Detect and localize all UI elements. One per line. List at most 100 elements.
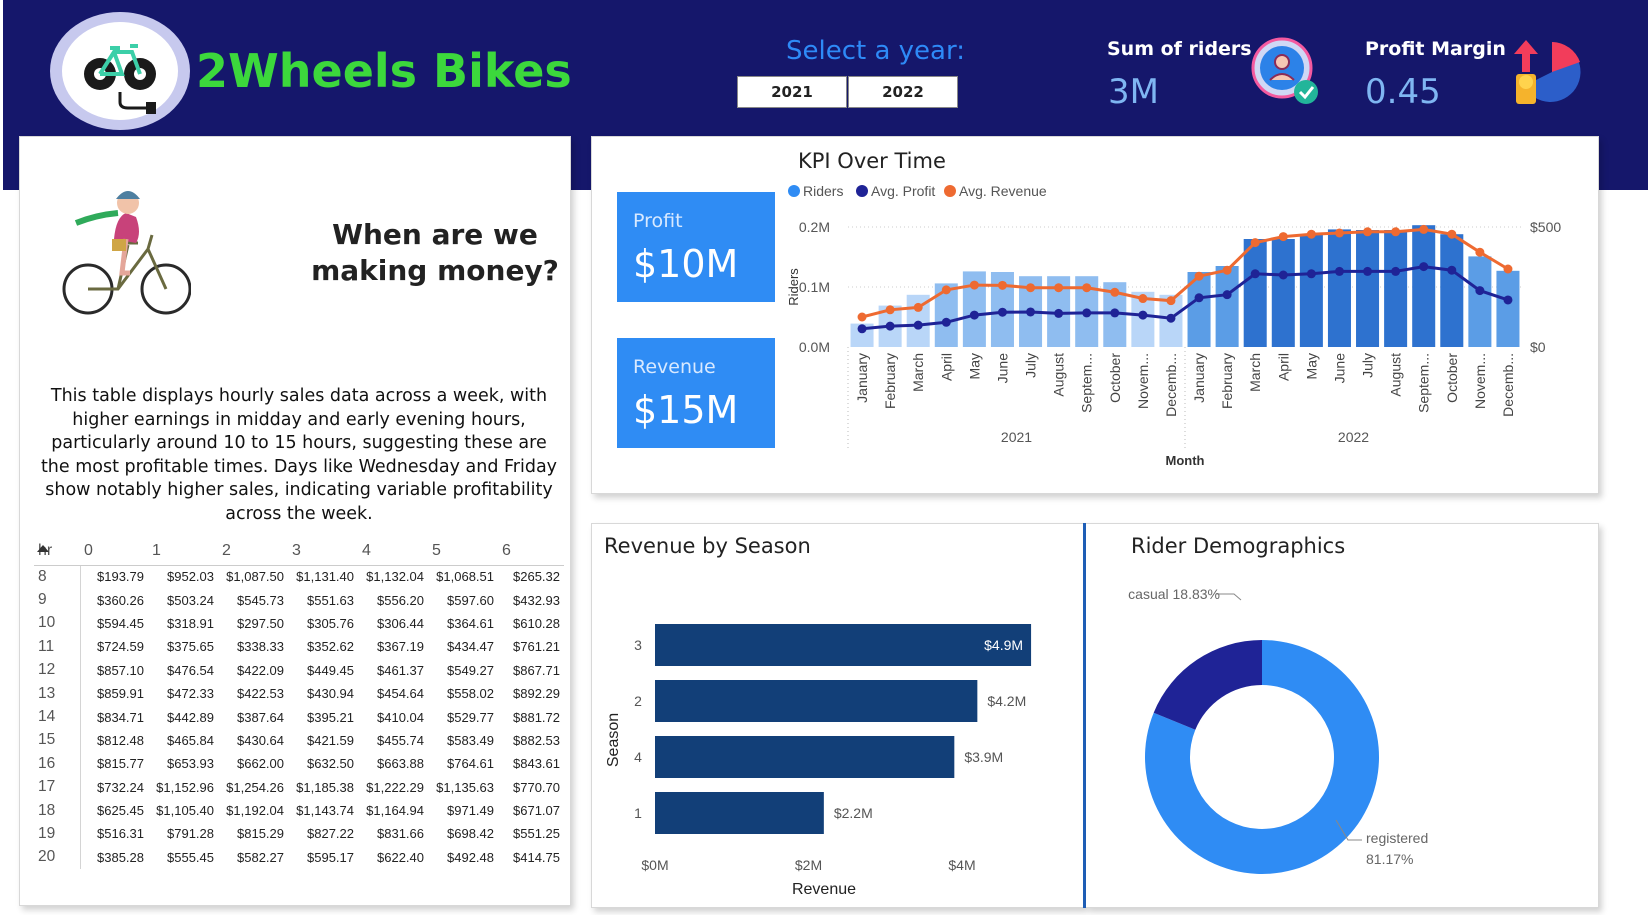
avg-profit-point [1026, 307, 1036, 317]
sales-cell: $265.32 [513, 569, 560, 585]
x-tick-label: May [1303, 353, 1319, 379]
sales-cell: $867.71 [513, 662, 560, 678]
casual-leader-line [1216, 593, 1242, 601]
hour-cell: 18 [34, 798, 81, 823]
avg-profit-point [1363, 266, 1373, 276]
kpi-over-time-chart: Riders Avg. Profit Avg. Revenue Riders 0.0M 0… [786, 183, 1561, 468]
logo-circle [62, 22, 178, 120]
avg-profit-point [857, 324, 867, 334]
column-header[interactable]: 0 [80, 537, 148, 566]
avg-profit-point [997, 307, 1007, 317]
sales-cell: $610.28 [513, 615, 560, 631]
sales-cell: $625.45 [97, 803, 144, 819]
legend-marker [944, 185, 956, 197]
sales-cell: $732.24 [97, 779, 144, 795]
sales-cell: $662.00 [237, 756, 284, 772]
sales-cell: $421.59 [307, 732, 354, 748]
avg-revenue-point [857, 312, 867, 322]
riders-bar [1243, 239, 1267, 347]
riders-bar [1356, 230, 1380, 347]
y2-tick-label: $0 [1530, 339, 1546, 355]
registered-leader-line [1335, 819, 1362, 841]
sales-cell: $1,152.96 [156, 779, 214, 795]
table-row: 18 $625.45 $1,105.40 $1,192.04 $1,143.74 $1,1… [34, 798, 564, 823]
sales-cell: $583.49 [447, 732, 494, 748]
y-tick-label: 0.0M [799, 339, 830, 355]
column-header[interactable]: 3 [288, 537, 358, 566]
avg-revenue-point [913, 302, 923, 312]
sales-cell: $465.84 [167, 732, 214, 748]
kpi-over-time-panel: Profit $10M Revenue $15M KPI Over Time R… [591, 136, 1599, 494]
sales-cell: $857.10 [97, 662, 144, 678]
avg-profit-point [1110, 308, 1120, 318]
table-row: 19 $516.31 $791.28 $815.29 $827.22 $831.66 $69… [34, 822, 564, 846]
avg-revenue-point [1391, 227, 1401, 237]
revenue-by-season-chart: 3 $4.9M 2 $4.2M 4 $3.9M 1 $2.2M $0M $2M $4M Revenue… [605, 624, 1032, 898]
sales-cell: $422.09 [237, 662, 284, 678]
panel-title: When are we making money? [300, 217, 570, 289]
avg-revenue-point [1447, 229, 1457, 239]
sales-cell: $1,185.38 [296, 779, 354, 795]
season-tick-label: 1 [634, 805, 642, 821]
avg-profit-point [1082, 308, 1092, 318]
avg-revenue-point [1419, 224, 1429, 234]
table-row: 13 $859.91 $472.33 $422.53 $430.94 $454.64 $55… [34, 681, 564, 706]
year-label: 2022 [1338, 429, 1369, 445]
hour-cell: 13 [34, 681, 81, 706]
sales-cell: $595.17 [307, 849, 354, 865]
riders-bar [934, 283, 958, 347]
sales-cell: $698.42 [447, 826, 494, 842]
sales-cell: $454.64 [377, 686, 424, 702]
x-tick-label: June [994, 353, 1010, 384]
x-tick-label: Decemb... [1163, 353, 1179, 417]
x-tick-label: July [1360, 353, 1376, 378]
sales-cell: $1,131.40 [296, 569, 354, 585]
sales-cell: $971.49 [447, 803, 494, 819]
x-tick-label: August [1388, 353, 1404, 397]
hourly-sales-panel: When are we making money? This table dis… [19, 136, 571, 906]
column-header[interactable]: 6 [498, 537, 564, 566]
rider-demographics-panel: Rider Demographics casual 18.83% register… [1086, 523, 1599, 908]
sales-cell: $503.24 [167, 592, 214, 608]
panel-title-line1: When are we [332, 218, 538, 251]
season-tick-label: 2 [634, 693, 642, 709]
avg-revenue-point [1026, 283, 1036, 293]
sales-cell: $1,222.29 [366, 779, 424, 795]
avg-revenue-point [997, 280, 1007, 290]
sales-cell: $306.44 [377, 615, 424, 631]
registered-label: registered [1366, 830, 1428, 846]
year-2021-button[interactable]: 2021 [737, 76, 847, 108]
column-header[interactable]: 4 [358, 537, 428, 566]
x-tick-label: January [1191, 353, 1207, 403]
column-header[interactable]: 5 [428, 537, 498, 566]
sales-cell: $764.61 [447, 756, 494, 772]
sales-cell: $545.73 [237, 592, 284, 608]
sales-cell: $1,143.74 [296, 803, 354, 819]
hour-cell: 8 [34, 565, 81, 589]
sales-cell: $414.75 [513, 849, 560, 865]
sales-cell: $360.26 [97, 592, 144, 608]
sales-cell: $1,105.40 [156, 803, 214, 819]
x-tick-label: October [1444, 353, 1460, 403]
sales-cell: $434.47 [447, 639, 494, 655]
registered-pct-label: 81.17% [1366, 851, 1413, 867]
avg-revenue-point [1363, 227, 1373, 237]
year-2022-button[interactable]: 2022 [848, 76, 958, 108]
avg-profit-point [1278, 270, 1288, 280]
sales-cell: $352.62 [307, 639, 354, 655]
avg-profit-point [1419, 262, 1429, 272]
riders-bar [1187, 272, 1211, 347]
y2-tick-label: $500 [1530, 219, 1561, 235]
avg-revenue-point [1166, 296, 1176, 306]
sales-cell: $558.02 [447, 686, 494, 702]
avg-profit-point [1503, 295, 1513, 305]
sort-ascending-icon[interactable] [37, 545, 49, 553]
hour-cell: 19 [34, 822, 81, 846]
avg-revenue-point [885, 305, 895, 315]
riders-bar [1327, 229, 1351, 347]
sales-cell: $432.93 [513, 592, 560, 608]
x-tick-label: June [1331, 353, 1347, 384]
avg-profit-point [913, 320, 923, 330]
column-header[interactable]: 2 [218, 537, 288, 566]
column-header[interactable]: 1 [148, 537, 218, 566]
